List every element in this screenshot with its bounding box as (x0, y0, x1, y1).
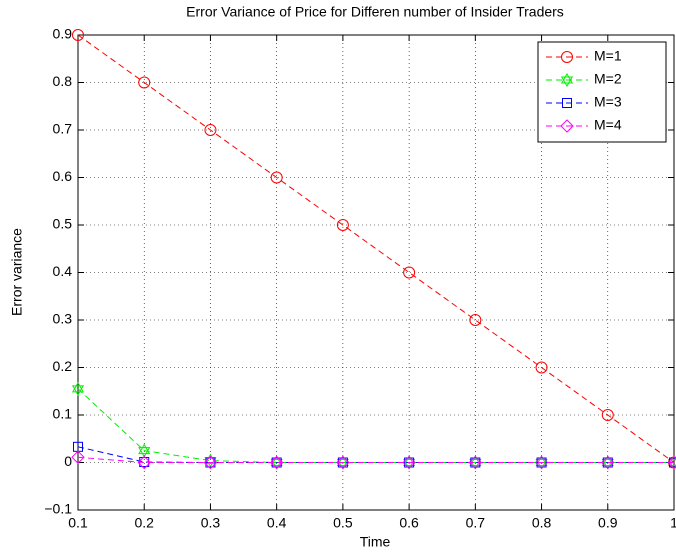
x-tick-label: 1 (670, 515, 676, 531)
marker (534, 455, 549, 470)
y-tick-label: 0.1 (53, 406, 73, 422)
marker (561, 51, 573, 63)
series-line (77, 388, 674, 463)
marker (138, 76, 151, 89)
marker (469, 455, 482, 470)
y-tick-label: −0.1 (44, 501, 72, 517)
marker (204, 124, 217, 136)
x-tick-label: 0.1 (68, 515, 88, 531)
y-tick-label: 0.8 (53, 73, 73, 89)
y-tick-label: 0.7 (53, 121, 73, 137)
y-tick-label: 0.4 (53, 263, 73, 279)
marker (403, 455, 416, 470)
marker (270, 171, 283, 184)
marker (601, 409, 614, 421)
x-tick-label: 0.6 (399, 515, 419, 531)
y-tick-label: 0.2 (53, 358, 73, 374)
y-tick-label: 0.5 (53, 216, 73, 232)
axes-box (77, 34, 675, 511)
marker (562, 98, 572, 108)
marker (72, 29, 84, 41)
marker (138, 443, 151, 458)
legend-label: M=4 (594, 117, 622, 133)
x-tick-label: 0.8 (532, 515, 552, 531)
x-tick-label: 0.2 (134, 515, 154, 531)
chart-title: Error Variance of Price for Differen num… (186, 4, 564, 20)
y-tick-label: 0 (64, 453, 72, 469)
marker (667, 455, 676, 470)
legend: M=1 M=2 M=3 M=4 (537, 41, 667, 143)
legend-label: M=3 (594, 94, 622, 110)
x-tick-label: 0.7 (466, 515, 486, 531)
series-line (77, 34, 675, 463)
y-tick-label: 0.3 (53, 311, 73, 327)
marker (468, 455, 483, 470)
marker (535, 361, 548, 374)
marker (601, 455, 614, 470)
marker (336, 455, 349, 470)
x-axis-label: Time (360, 534, 391, 550)
legend-box (537, 41, 667, 143)
series-line (77, 446, 674, 463)
marker (403, 266, 416, 279)
y-axis-label: Error variance (9, 228, 25, 316)
marker (601, 455, 615, 470)
y-tick-label: 0.6 (53, 168, 73, 184)
legend-label: M=2 (594, 71, 622, 87)
x-tick-label: 0.3 (201, 515, 221, 531)
marker (560, 72, 574, 88)
y-tick-label: 0.9 (53, 26, 73, 42)
x-tick-label: 0.4 (267, 515, 287, 531)
x-tick-label: 0.9 (598, 515, 618, 531)
marker (536, 457, 547, 468)
marker (71, 450, 85, 464)
marker (205, 457, 216, 468)
marker (402, 455, 416, 470)
marker (667, 455, 676, 470)
marker (560, 119, 574, 133)
marker (269, 455, 284, 470)
marker (270, 455, 283, 470)
marker (203, 455, 218, 470)
marker (336, 455, 350, 470)
legend-label: M=1 (594, 48, 622, 64)
marker (535, 455, 548, 470)
marker (469, 314, 482, 326)
marker (71, 381, 85, 396)
marker (137, 455, 151, 470)
x-tick-label: 0.5 (333, 515, 353, 531)
marker (336, 219, 349, 231)
